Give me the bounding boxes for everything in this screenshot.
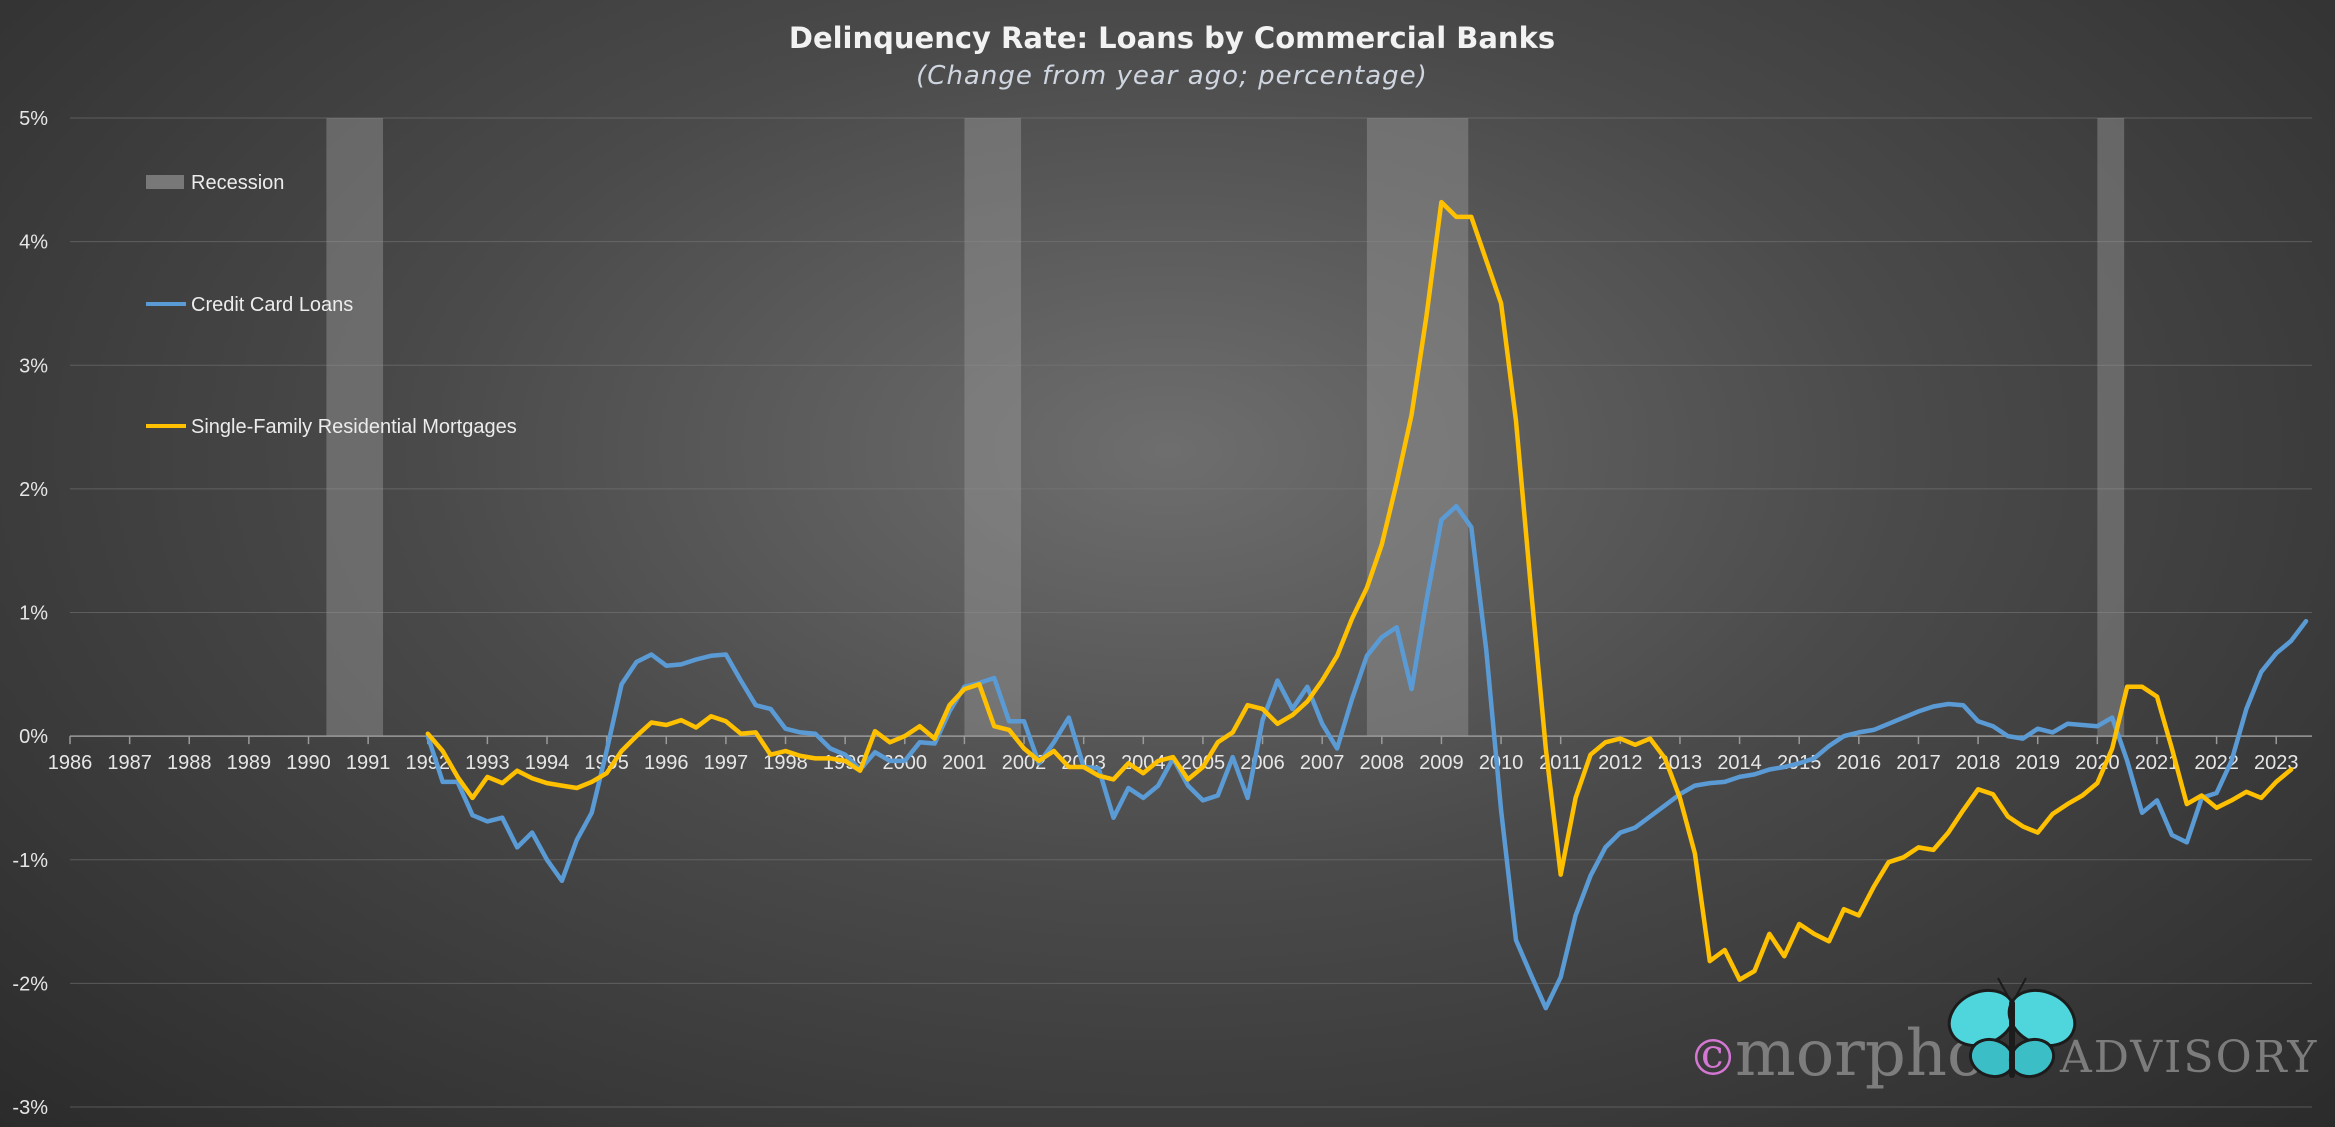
x-tick-label: 2020: [2075, 752, 2120, 774]
legend-credit-card-label: Credit Card Loans: [191, 294, 353, 316]
x-tick-label: 2010: [1479, 752, 1524, 774]
x-tick-label: 2017: [1896, 752, 1941, 774]
y-tick-label: -3%: [12, 1097, 48, 1119]
x-axis: [69, 735, 2312, 745]
x-tick-label: 1998: [763, 752, 808, 774]
x-tick-label: 2016: [1837, 752, 1882, 774]
y-tick-label: -2%: [12, 973, 48, 995]
y-tick-label: 2%: [19, 479, 48, 501]
credit-card-loans-line: [425, 503, 2309, 1011]
watermark-brand: morpho: [1735, 1017, 1986, 1091]
y-tick-label: -1%: [12, 850, 48, 872]
y-tick-label: 1%: [19, 603, 48, 625]
x-tick-label: 1987: [107, 752, 152, 774]
x-tick-label: 2007: [1300, 752, 1345, 774]
legend: Recession Credit Card Loans Single-Famil…: [146, 172, 517, 438]
x-tick-label: 1994: [525, 752, 570, 774]
x-tick-label: 2009: [1419, 752, 1464, 774]
x-tick-label: 1990: [286, 752, 331, 774]
legend-mortgages-label: Single-Family Residential Mortgages: [191, 416, 517, 438]
x-tick-label: 2012: [1598, 752, 1643, 774]
x-tick-label: 2001: [942, 752, 987, 774]
x-tick-label: 1991: [346, 752, 391, 774]
chart-subtitle: (Change from year ago; percentage): [916, 61, 1428, 91]
x-tick-label: 2019: [2015, 752, 2060, 774]
recession-band: [964, 118, 1022, 737]
mortgages-line: [425, 199, 2294, 982]
recession-band: [1366, 118, 1469, 737]
chart-title: Delinquency Rate: Loans by Commercial Ba…: [789, 21, 1555, 55]
series-lines: [425, 199, 2309, 1011]
x-tick-label: 2004: [1121, 752, 1166, 774]
butterfly-icon: [1947, 977, 2077, 1079]
y-tick-label: 5%: [19, 108, 48, 130]
x-tick-label: 1997: [704, 752, 749, 774]
x-tick-label: 2018: [1956, 752, 2001, 774]
x-tick-label: 1986: [48, 752, 93, 774]
y-axis-tick-labels: 5% 4% 3% 2% 1% 0% -1% -2% -3%: [12, 108, 48, 1119]
recession-band: [326, 118, 384, 737]
legend-recession-swatch: [146, 175, 184, 189]
watermark-suffix: ADVISORY: [2059, 1032, 2318, 1083]
x-tick-label: 2006: [1240, 752, 1285, 774]
x-tick-label: 2014: [1717, 752, 1762, 774]
gridlines: [70, 117, 2312, 1108]
x-tick-label: 1993: [465, 752, 510, 774]
recession-band: [2097, 118, 2125, 737]
x-tick-label: 2021: [2135, 752, 2180, 774]
x-tick-label: 2023: [2254, 752, 2299, 774]
y-tick-label: 0%: [19, 726, 48, 748]
y-tick-label: 3%: [19, 355, 48, 377]
x-tick-label: 1996: [644, 752, 689, 774]
x-tick-label: 2008: [1360, 752, 1405, 774]
copyright-symbol: ©: [1688, 1029, 1738, 1087]
x-tick-label: 1989: [227, 752, 272, 774]
x-tick-label: 1988: [167, 752, 212, 774]
y-tick-label: 4%: [19, 232, 48, 254]
legend-recession-label: Recession: [191, 172, 284, 194]
morpho-advisory-watermark: © morpho ADVISORY: [1688, 977, 2318, 1091]
recession-bands: [326, 118, 2125, 737]
